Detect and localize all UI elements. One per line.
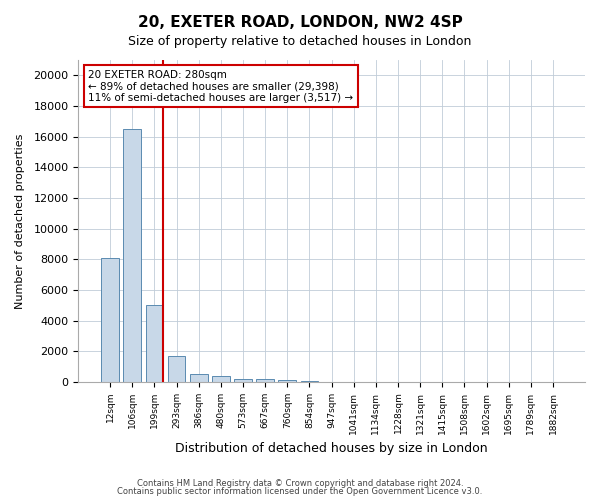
Y-axis label: Number of detached properties: Number of detached properties [15, 133, 25, 308]
Bar [124, 129, 141, 382]
Text: 20 EXETER ROAD: 280sqm
← 89% of detached houses are smaller (29,398)
11% of semi: 20 EXETER ROAD: 280sqm ← 89% of detached… [88, 70, 353, 103]
Bar [256, 379, 274, 382]
Text: 20, EXETER ROAD, LONDON, NW2 4SP: 20, EXETER ROAD, LONDON, NW2 4SP [137, 15, 463, 30]
Bar [190, 374, 208, 382]
Bar [101, 258, 119, 382]
Bar [212, 376, 230, 382]
Bar [146, 305, 163, 382]
Bar [301, 381, 318, 382]
Text: Contains public sector information licensed under the Open Government Licence v3: Contains public sector information licen… [118, 487, 482, 496]
Bar [167, 356, 185, 382]
X-axis label: Distribution of detached houses by size in London: Distribution of detached houses by size … [175, 442, 488, 455]
Text: Contains HM Land Registry data © Crown copyright and database right 2024.: Contains HM Land Registry data © Crown c… [137, 478, 463, 488]
Bar [278, 380, 296, 382]
Text: Size of property relative to detached houses in London: Size of property relative to detached ho… [128, 35, 472, 48]
Bar [234, 379, 252, 382]
